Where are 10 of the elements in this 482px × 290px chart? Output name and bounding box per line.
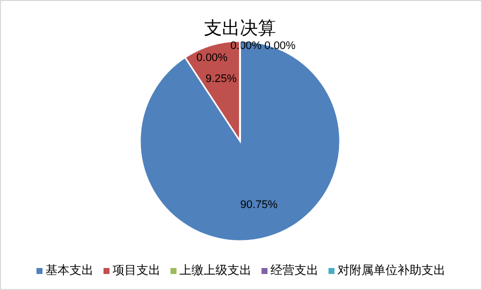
legend-label: 基本支出 (46, 263, 94, 277)
legend-label: 项目支出 (112, 263, 160, 277)
data-label: 90.75% (240, 199, 278, 212)
legend-label: 经营支出 (270, 263, 318, 277)
text: 0.00% (264, 40, 296, 52)
legend-label: 对附属单位补助支出 (338, 263, 446, 277)
legend-label: 上缴上级支出 (180, 263, 252, 277)
text: 0.00% (196, 52, 228, 64)
chart-title: 支出决算 (204, 18, 276, 38)
data-label: 9.25% (205, 72, 237, 85)
